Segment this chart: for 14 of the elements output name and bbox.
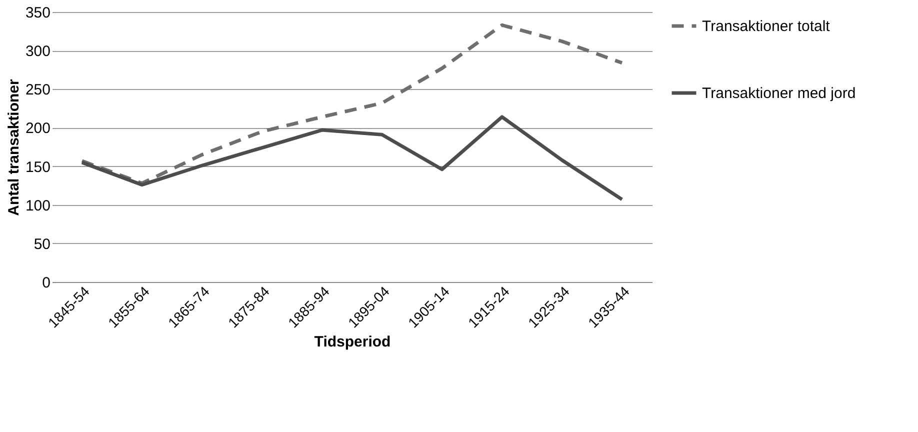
y-tick-label: 0	[42, 274, 50, 292]
y-tick-label: 200	[25, 120, 50, 138]
y-tick-label: 250	[25, 82, 50, 99]
y-tick-label: 50	[34, 236, 50, 253]
y-axis-title: Antal transaktioner	[5, 78, 22, 216]
y-tick-label: 150	[25, 158, 50, 176]
y-tick-label: 350	[25, 4, 50, 22]
y-tick-label: 100	[25, 197, 50, 214]
line-series	[80, 115, 624, 202]
x-axis-title: Tidsperiod	[314, 334, 391, 351]
y-tick-label: 300	[25, 43, 50, 60]
legend-label: Transaktioner med jord	[702, 85, 856, 102]
line-series	[80, 23, 624, 186]
legend-label: Transaktioner totalt	[702, 18, 831, 35]
